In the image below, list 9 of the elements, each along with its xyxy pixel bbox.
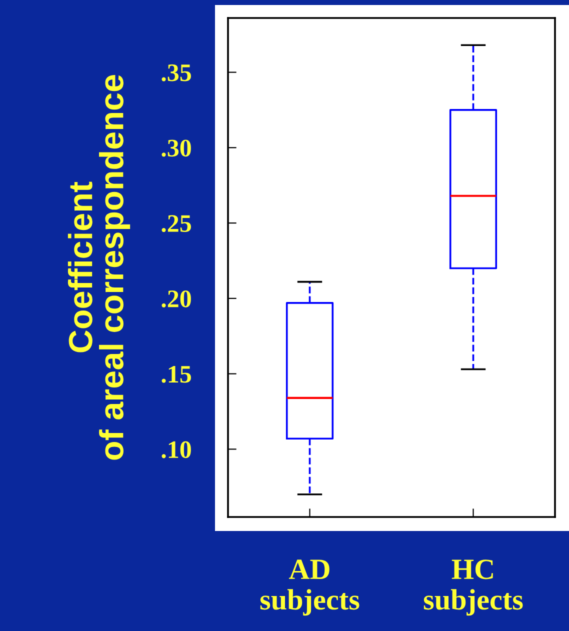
y-tick-label: .25	[162, 215, 191, 232]
y-axis-title: Coefficient of areal correspondence	[68, 75, 130, 460]
y-tick-label: .30	[162, 140, 191, 157]
x-tick-label: HC subjects	[424, 560, 523, 616]
x-tick-label: AD subjects	[260, 560, 360, 616]
y-tick-label: .10	[162, 441, 191, 458]
y-tick-label: .35	[162, 64, 191, 82]
y-tick-label: .15	[162, 366, 191, 383]
y-tick-label: .20	[162, 290, 191, 308]
